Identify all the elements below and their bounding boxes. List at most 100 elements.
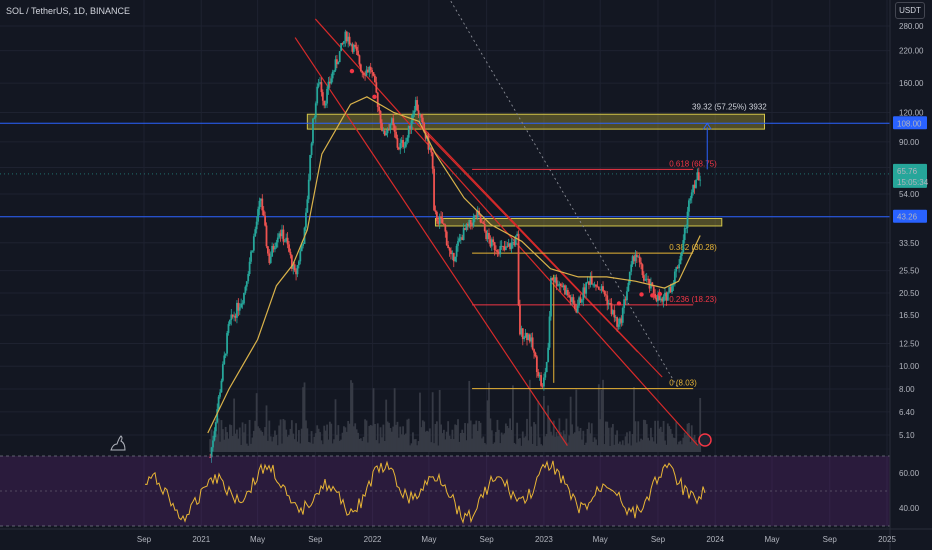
volume-bar: [633, 387, 635, 452]
fibonacci-levels: 0.618 (68.75) 0.382 (30.28) 0.236 (18.23) 0…: [472, 159, 717, 390]
time-tick: Sep: [823, 535, 838, 544]
volume-bar: [552, 420, 555, 452]
candle-body: [611, 310, 614, 315]
volume-bar: [672, 437, 675, 452]
candle-body: [328, 81, 331, 84]
volume-bar: [571, 424, 573, 452]
volume-bar: [292, 433, 295, 452]
volume-bar: [545, 433, 548, 452]
volume-bar: [589, 433, 592, 452]
volume-bar: [430, 442, 433, 452]
volume-bar: [490, 430, 493, 452]
candle-body: [645, 278, 648, 280]
candle-body: [640, 262, 642, 265]
candle-body: [421, 117, 424, 124]
chart-title: SOL / TetherUS, 1D, BINANCE: [6, 6, 131, 16]
candle-body: [526, 332, 528, 340]
measure-label: 39.32 (57.25%) 3932: [692, 103, 767, 112]
candle-body: [314, 103, 317, 118]
volume-bar: [354, 423, 357, 452]
level-badge-108: [893, 116, 927, 130]
trend-channel: [294, 0, 699, 446]
price-tick: 6.40: [899, 408, 915, 417]
volume-bar: [581, 439, 583, 452]
volume-bar: [424, 431, 427, 452]
candle-body: [531, 337, 534, 350]
time-tick: Sep: [137, 535, 152, 544]
volume-bar: [399, 426, 402, 452]
currency-button[interactable]: USDT: [895, 2, 925, 19]
candle-body: [585, 282, 588, 294]
candle-body: [589, 276, 592, 285]
candle-body: [658, 294, 661, 301]
volume-bar: [683, 432, 686, 452]
candle-body: [669, 287, 672, 293]
candle-body: [392, 118, 395, 126]
volume-bar: [582, 430, 585, 452]
volume-bar: [381, 437, 383, 452]
candle-body: [671, 284, 673, 293]
volume-bar: [579, 427, 582, 452]
volume-bar: [372, 388, 375, 452]
volume-bar: [262, 435, 265, 452]
volume-bar: [465, 440, 468, 452]
candle-body: [455, 245, 458, 257]
candle-body: [385, 133, 388, 136]
price-tick: 160.00: [899, 79, 924, 88]
candle-body: [540, 375, 542, 386]
price-tick: 12.50: [899, 339, 920, 348]
volume-bar: [314, 433, 317, 452]
volume-bar: [419, 392, 421, 452]
candle-body: [672, 284, 675, 285]
candle-body: [372, 72, 375, 76]
resistance-zone: [434, 218, 723, 227]
volume-bar: [337, 425, 340, 452]
volume-bar: [433, 443, 435, 452]
volume-bar: [231, 435, 234, 452]
time-tick: Sep: [308, 535, 323, 544]
volume-bar: [640, 438, 642, 452]
candle-body: [313, 117, 316, 119]
candle-body: [512, 242, 514, 243]
candle-body: [244, 286, 247, 293]
volume-bar: [290, 420, 293, 452]
volume-bar: [271, 441, 274, 452]
volume-bar: [245, 443, 248, 452]
volume-bar: [599, 419, 602, 452]
candle-body: [427, 135, 430, 150]
volume-bar: [590, 423, 593, 452]
candle-body: [258, 200, 261, 210]
candle-body: [696, 172, 699, 180]
candle-body: [623, 299, 626, 308]
candle-body: [245, 281, 248, 287]
candle-body: [465, 223, 468, 230]
volume-bar: [259, 430, 262, 452]
candle-body: [576, 305, 579, 313]
candle-body: [241, 303, 244, 305]
volume-bar: [319, 432, 321, 452]
candle-body: [558, 283, 561, 286]
candle-body: [306, 199, 309, 213]
volume-bar: [611, 423, 614, 452]
candle-body: [251, 250, 254, 252]
candle-body: [489, 239, 492, 247]
candle-body: [323, 100, 326, 106]
volume-bar: [644, 420, 647, 452]
time-tick: May: [593, 535, 608, 544]
candle-body: [338, 51, 341, 63]
candle-body: [286, 237, 289, 245]
volume-bar: [659, 426, 662, 452]
volume-bar: [538, 437, 541, 452]
volume-bar: [236, 429, 238, 452]
volume-bar: [244, 423, 247, 452]
volume-bar: [519, 438, 521, 452]
candle-body: [476, 210, 479, 218]
candle-body: [378, 106, 381, 111]
volume-bar: [551, 435, 554, 452]
candle-body: [237, 302, 240, 311]
candle-body: [679, 255, 682, 265]
volume-bar: [686, 423, 689, 452]
volume-bar: [423, 421, 426, 452]
candle-body: [654, 293, 657, 298]
